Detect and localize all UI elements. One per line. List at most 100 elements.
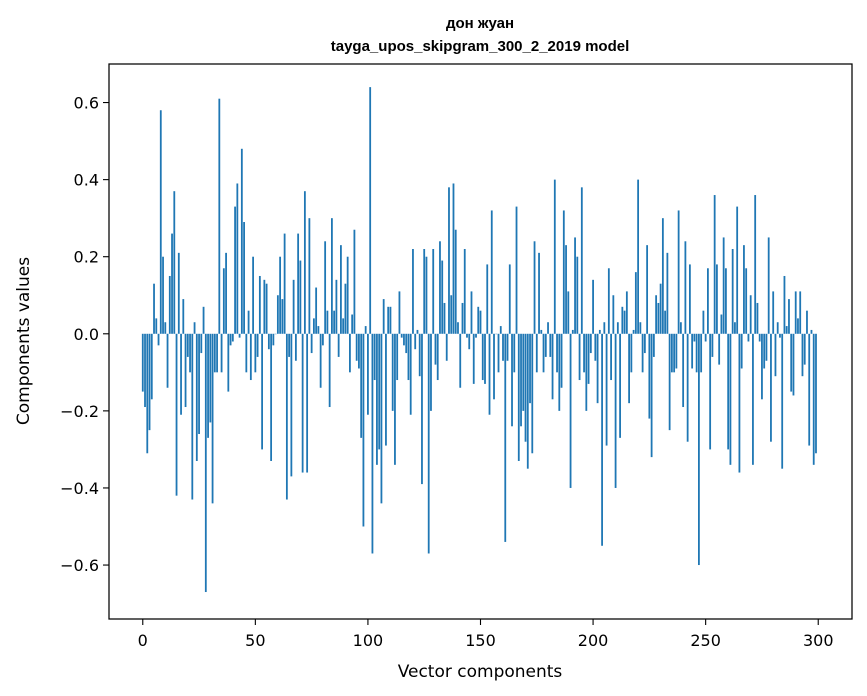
bar [657,302,660,334]
bar [225,252,227,334]
bar [358,333,360,369]
bar [511,333,513,427]
bar [603,322,606,334]
bar [303,191,306,334]
y-axis-label: Components values [14,257,34,425]
bar [389,306,392,334]
bar [502,333,504,361]
bar [508,264,511,334]
bar [445,333,448,361]
bar [245,333,248,373]
bar [213,333,216,373]
bar [612,295,615,334]
bar [272,333,275,346]
bar [378,333,381,450]
bar [709,333,712,450]
y-axis-ticks: −0.6 −0.4 −0.2 0.0 0.2 0.4 0.6 [60,94,109,575]
bar [285,333,288,500]
bar [797,318,799,334]
bar [376,333,378,465]
bar [619,333,621,438]
bar [628,333,630,404]
bar [380,333,383,504]
bar [276,295,279,334]
bar [592,279,594,334]
bar [146,333,149,454]
bar [481,333,484,381]
bar [362,333,365,527]
bar [398,291,401,334]
bar [155,318,158,334]
bar [497,333,500,373]
bar [538,252,540,334]
bar [725,268,727,334]
bar [803,333,806,365]
bar [412,249,414,334]
y-tick-label: 0.4 [74,171,99,190]
bar [720,314,723,334]
bar [216,333,218,373]
bar [576,256,579,334]
bar [643,333,646,354]
bar [168,275,171,334]
bar [427,333,430,554]
bar [493,333,495,400]
bar [207,333,209,438]
bar [785,326,788,334]
bar [267,333,270,350]
bar [747,333,750,342]
bar [711,333,714,357]
bar [252,256,254,334]
bar [556,333,558,373]
bar [641,333,644,373]
bar [655,295,658,334]
x-tick-label: 150 [465,631,496,650]
bar [652,333,655,357]
bar [679,322,682,334]
bar [448,187,450,334]
bar [783,275,786,334]
bar [351,314,354,334]
bar [740,333,743,369]
bar [486,264,489,334]
bar [229,333,232,346]
bar [353,229,356,334]
bar [195,333,198,461]
bar [763,333,766,369]
bar [346,256,349,334]
bar [743,245,745,334]
bar [598,329,601,334]
bar [801,333,804,377]
bar [729,333,732,465]
bar [204,333,207,593]
bar [416,329,419,334]
bar [596,333,599,404]
bar [691,333,694,369]
bar [574,237,576,334]
bar [524,333,527,442]
bar [693,333,696,342]
bar [540,329,543,334]
bar [520,333,522,427]
bar [166,333,169,388]
bar [387,306,390,334]
bar [589,333,592,354]
bar [808,333,811,446]
bar [150,333,153,400]
bar [281,299,284,334]
bar [400,333,403,338]
bar [220,333,223,373]
bar [661,218,664,334]
bar [571,329,574,334]
bar [621,306,624,334]
bar [328,333,331,408]
bar [292,279,295,334]
bar [522,333,525,411]
bar [202,306,205,334]
bar [290,333,293,477]
bar [531,333,534,454]
bar [310,333,313,354]
bar [684,241,687,334]
bar [605,333,608,446]
bar [294,333,297,361]
